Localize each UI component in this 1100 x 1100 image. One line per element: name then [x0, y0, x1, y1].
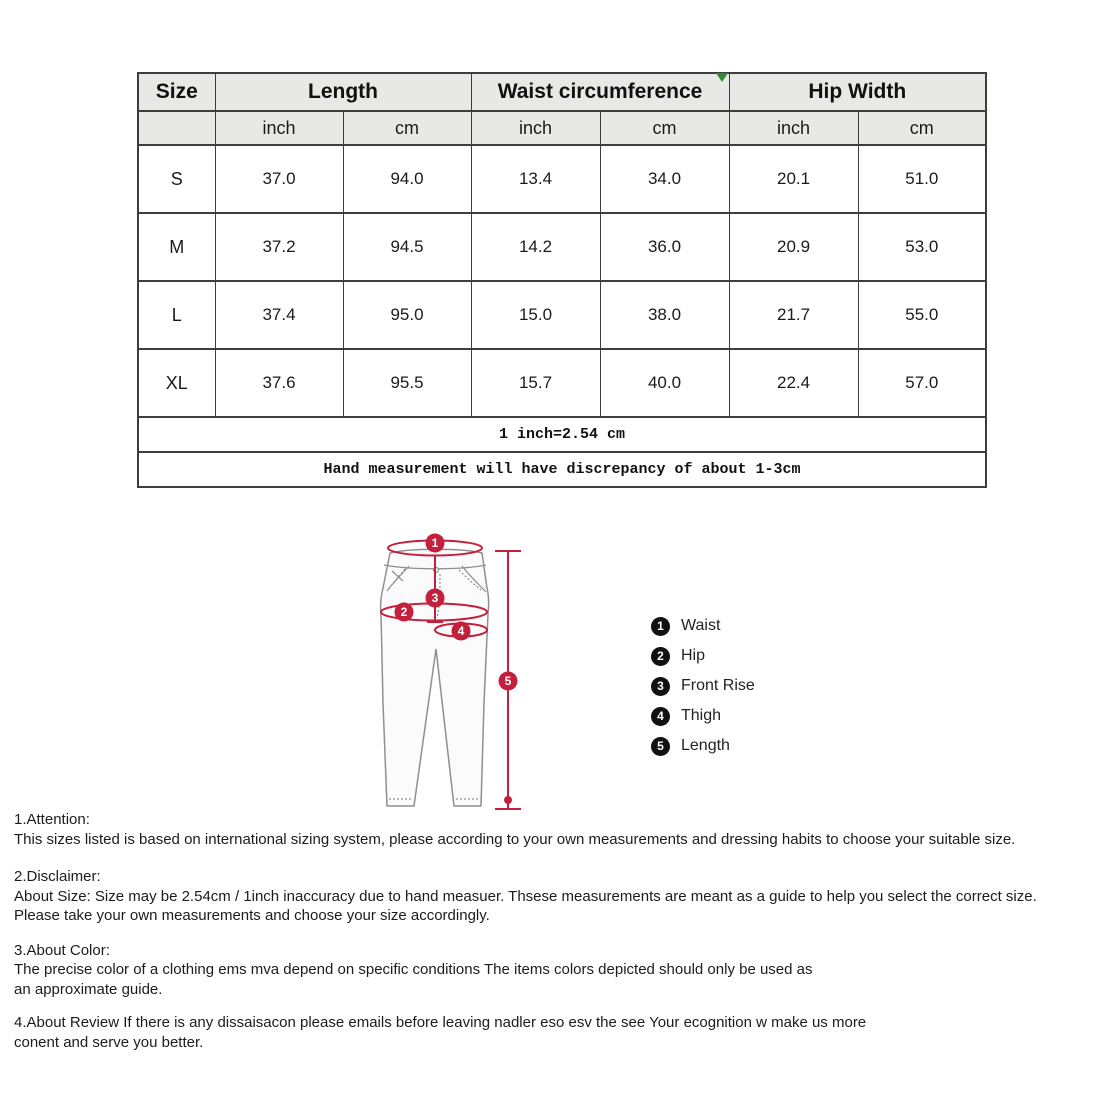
cell-waist-inch: 14.2 [470, 212, 601, 282]
section-text-line: conent and serve you better. [14, 1033, 204, 1051]
cell-size: L [137, 280, 216, 350]
header-hip-width: Hip Width [728, 72, 987, 112]
pants-measurement-diagram: 1 2 3 4 5 [379, 533, 521, 810]
unit-waist-cm: cm [599, 110, 730, 146]
legend-number-icon: 1 [651, 616, 670, 636]
section-disclaimer: 2.Disclaimer: About Size: Size may be 2.… [14, 867, 1094, 926]
table-row-l: L 37.4 95.0 15.0 38.0 21.7 55.0 [137, 280, 987, 350]
legend-label: Front Rise [681, 677, 755, 694]
note-inch-conversion: 1 inch=2.54 cm [137, 416, 987, 453]
section-heading: 3.About Color: [14, 941, 110, 959]
legend-item-thigh: 4 Thigh [651, 701, 755, 731]
cell-waist-cm: 36.0 [599, 212, 730, 282]
unit-hip-inch: inch [728, 110, 859, 146]
section-text-line: About Size: Size may be 2.54cm / 1inch i… [14, 887, 1037, 905]
cell-waist-cm: 38.0 [599, 280, 730, 350]
cell-length-inch: 37.4 [214, 280, 344, 350]
cell-waist-inch: 15.0 [470, 280, 601, 350]
marker-5-length [498, 671, 518, 691]
measurement-markers [394, 533, 518, 804]
legend-item-waist: 1 Waist [651, 611, 755, 641]
unit-hip-cm: cm [857, 110, 987, 146]
legend-number-icon: 3 [651, 676, 670, 696]
cell-length-cm: 94.0 [342, 144, 472, 214]
marker-5-number: 5 [505, 674, 512, 688]
table-header-row: Size Length Waist circumference Hip Widt… [137, 72, 987, 112]
note-hand-measurement: Hand measurement will have discrepancy o… [137, 451, 987, 488]
marker-3-front-rise [425, 588, 445, 608]
section-about-color: 3.About Color: The precise color of a cl… [14, 941, 1094, 1000]
legend-number-icon: 5 [651, 736, 670, 756]
cell-hip-inch: 20.1 [728, 144, 859, 214]
cell-waist-inch: 13.4 [470, 144, 601, 214]
marker-2-number: 2 [401, 605, 408, 619]
marker-numbers: 1 2 3 4 5 [401, 536, 512, 688]
cell-waist-inch: 15.7 [470, 348, 601, 418]
section-text-line: The precise color of a clothing ems mva … [14, 961, 813, 978]
table-row-s: S 37.0 94.0 13.4 34.0 20.1 51.0 [137, 144, 987, 214]
cell-length-cm: 95.5 [342, 348, 472, 418]
header-length: Length [214, 72, 472, 112]
legend-label: Thigh [681, 707, 722, 724]
header-waist-circumference: Waist circumference [470, 72, 730, 112]
table-note-measurement-row: Hand measurement will have discrepancy o… [137, 451, 987, 488]
cell-length-cm: 95.0 [342, 280, 472, 350]
section-text-line: This sizes listed is based on internatio… [14, 830, 1016, 848]
info-sections: 1.Attention: This sizes listed is based … [14, 810, 1094, 1052]
legend-label: Waist [681, 617, 721, 634]
cell-hip-inch: 22.4 [728, 348, 859, 418]
cell-hip-cm: 51.0 [857, 144, 987, 214]
cell-length-inch: 37.2 [214, 212, 344, 282]
header-size: Size [137, 72, 216, 112]
legend-label: Hip [681, 647, 706, 664]
unit-length-cm: cm [342, 110, 472, 146]
excel-corner-marker-icon [716, 73, 728, 82]
cell-hip-inch: 20.9 [728, 212, 859, 282]
table-row-xl: XL 37.6 95.5 15.7 40.0 22.4 57.0 [137, 348, 987, 418]
table-note-conversion-row: 1 inch=2.54 cm [137, 416, 987, 453]
cell-hip-cm: 57.0 [857, 348, 987, 418]
cell-length-cm: 94.5 [342, 212, 472, 282]
cell-hip-inch: 21.7 [728, 280, 859, 350]
cell-length-inch: 37.0 [214, 144, 344, 214]
cell-hip-cm: 55.0 [857, 280, 987, 350]
cell-size: S [137, 144, 216, 214]
marker-1-waist [425, 533, 445, 553]
cell-length-inch: 37.6 [214, 348, 344, 418]
section-about-review: 4.About Review If there is any dissaisac… [14, 1013, 1094, 1052]
subheader-empty-cell [137, 110, 216, 146]
marker-1-number: 1 [432, 536, 439, 550]
unit-waist-inch: inch [470, 110, 601, 146]
legend-number-icon: 4 [651, 706, 670, 726]
section-text-line: an approximate guide. [14, 980, 163, 998]
measurement-legend: 1 Waist 2 Hip 3 Front Rise 4 Thigh 5 Len… [651, 611, 755, 761]
legend-item-length: 5 Length [651, 731, 755, 761]
marker-2-hip [394, 602, 414, 622]
marker-4-number: 4 [458, 624, 465, 638]
size-table: Size Length Waist circumference Hip Widt… [137, 72, 988, 488]
section-text-line: Please take your own measurements and ch… [14, 907, 490, 924]
table-units-row: inch cm inch cm inch cm [137, 110, 987, 146]
legend-number-icon: 2 [651, 646, 670, 666]
marker-4-thigh [451, 621, 471, 641]
cell-size: M [137, 212, 216, 282]
cell-waist-cm: 34.0 [599, 144, 730, 214]
section-attention: 1.Attention: This sizes listed is based … [14, 810, 1094, 849]
cell-waist-cm: 40.0 [599, 348, 730, 418]
section-heading: 2.Disclaimer: [14, 868, 101, 885]
legend-label: Length [681, 737, 730, 754]
unit-length-inch: inch [214, 110, 344, 146]
marker-3-number: 3 [432, 591, 439, 605]
length-line-end-dot [504, 796, 512, 804]
cell-hip-cm: 53.0 [857, 212, 987, 282]
legend-item-hip: 2 Hip [651, 641, 755, 671]
cell-size: XL [137, 348, 216, 418]
section-heading: 1.Attention: [14, 811, 90, 828]
table-row-m: M 37.2 94.5 14.2 36.0 20.9 53.0 [137, 212, 987, 282]
section-text-line: 4.About Review If there is any dissaisac… [14, 1014, 867, 1031]
legend-item-front-rise: 3 Front Rise [651, 671, 755, 701]
